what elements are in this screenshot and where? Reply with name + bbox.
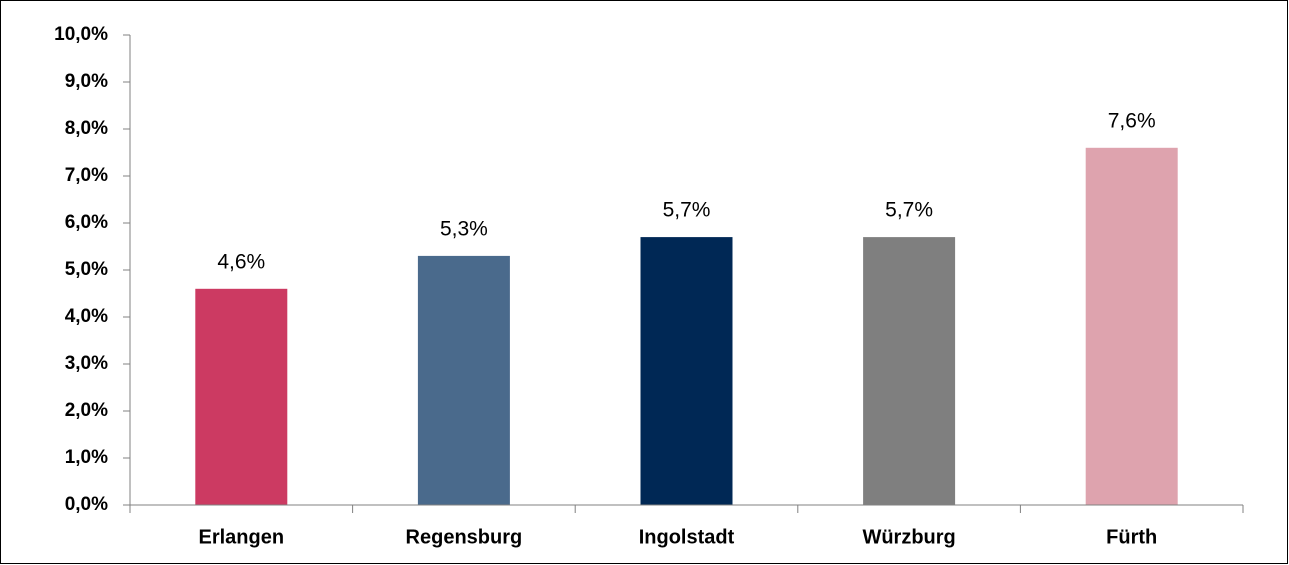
x-tick-label: Ingolstadt (639, 526, 735, 548)
x-tick-label: Fürth (1106, 526, 1157, 548)
value-label: 4,6% (217, 250, 265, 273)
y-tick-label: 3,0% (65, 353, 108, 374)
value-label: 5,3% (440, 217, 488, 240)
x-tick-label: Erlangen (199, 526, 285, 548)
bar (640, 237, 733, 505)
value-label: 5,7% (663, 199, 711, 222)
y-tick-label: 4,0% (65, 306, 108, 327)
y-tick-label: 0,0% (65, 494, 108, 515)
x-tick-label: Regensburg (406, 526, 523, 548)
value-label: 7,6% (1108, 109, 1156, 132)
y-tick-label: 1,0% (65, 447, 108, 468)
y-tick-label: 8,0% (65, 118, 108, 139)
y-tick-label: 7,0% (65, 165, 108, 186)
bar (863, 237, 956, 505)
value-label: 5,7% (885, 199, 933, 222)
bar (417, 255, 510, 505)
bar (195, 288, 288, 505)
y-tick-label: 5,0% (65, 259, 108, 280)
y-tick-label: 9,0% (65, 71, 108, 92)
x-tick-label: Würzburg (862, 526, 955, 548)
y-tick-label: 6,0% (65, 212, 108, 233)
y-tick-label: 2,0% (65, 400, 108, 421)
bar (1085, 147, 1178, 506)
y-tick-label: 10,0% (54, 24, 108, 45)
